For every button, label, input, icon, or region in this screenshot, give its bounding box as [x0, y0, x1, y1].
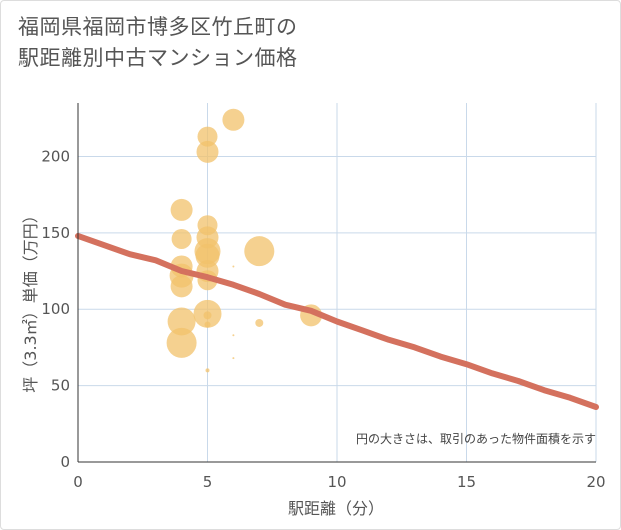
data-bubble [170, 198, 193, 221]
x-tick-label: 10 [327, 473, 346, 491]
y-tick-label: 0 [60, 453, 70, 471]
x-tick-label: 5 [203, 473, 213, 491]
size-annotation: 円の大きさは、取引のあった物件面積を示す [356, 431, 596, 446]
data-bubble [195, 243, 220, 268]
data-bubble [232, 334, 235, 337]
data-bubble [222, 108, 245, 131]
data-bubble [196, 140, 219, 163]
grid-lines [78, 103, 597, 462]
data-bubble [167, 307, 196, 336]
y-tick-label: 50 [51, 377, 70, 395]
y-axis-title: 坪（3.3㎡）単価（万円） [21, 207, 40, 392]
data-bubble [166, 327, 197, 358]
data-bubble [197, 126, 218, 147]
x-tick-label: 20 [586, 473, 605, 491]
chart-title-line-2: 駅距離別中古マンション価格 [18, 46, 298, 70]
data-bubble [205, 368, 210, 373]
data-bubble [255, 318, 264, 327]
x-tick-label: 15 [457, 473, 476, 491]
data-bubble [244, 236, 275, 267]
x-tick-label: 0 [73, 473, 83, 491]
trend-line [75, 232, 599, 410]
axes [77, 103, 596, 463]
data-bubble [204, 321, 211, 328]
data-bubble [170, 275, 193, 298]
data-bubble [232, 265, 235, 268]
y-tick-label: 200 [41, 147, 70, 165]
x-axis-title: 駅距離（分） [288, 499, 384, 518]
data-bubble [171, 228, 192, 249]
data-bubble [232, 357, 235, 360]
y-tick-label: 100 [41, 300, 70, 318]
bubble-series [166, 108, 323, 373]
chart-title-line-1: 福岡県福岡市博多区竹丘町の [18, 15, 298, 39]
data-bubble [203, 311, 212, 320]
chart-title: 福岡県福岡市博多区竹丘町の 駅距離別中古マンション価格 [18, 12, 298, 74]
y-tick-label: 150 [41, 224, 70, 242]
